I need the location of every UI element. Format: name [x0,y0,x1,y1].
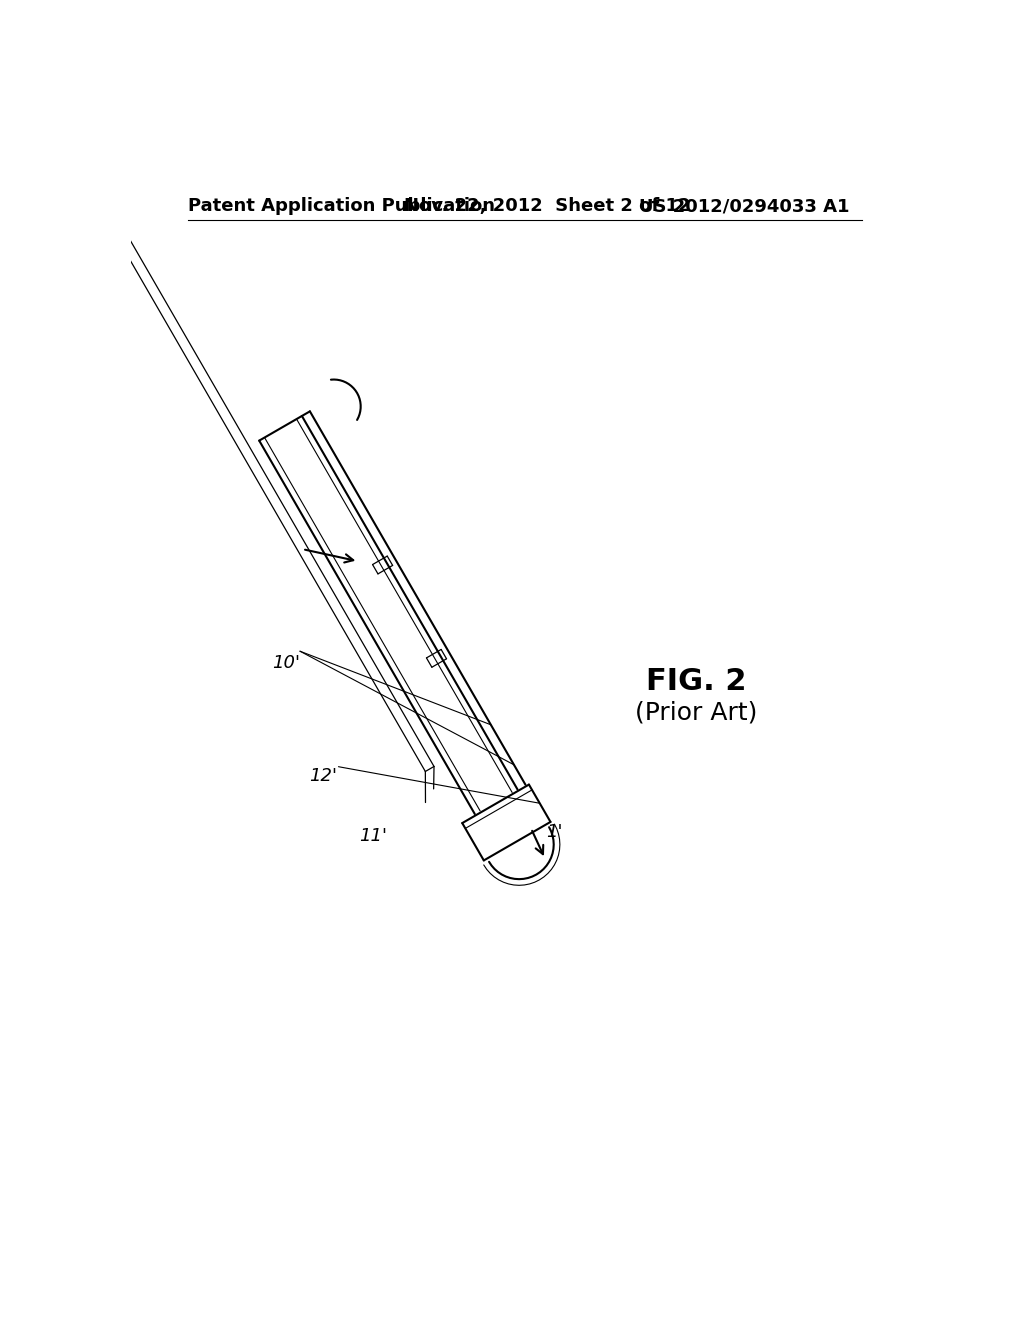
Text: US 2012/0294033 A1: US 2012/0294033 A1 [639,197,849,215]
Text: FIG. 2: FIG. 2 [646,668,746,697]
Text: 11': 11' [359,828,387,845]
Text: Patent Application Publication: Patent Application Publication [188,197,496,215]
Text: 1': 1' [547,824,563,841]
Text: 10': 10' [272,653,300,672]
Text: Nov. 22, 2012  Sheet 2 of 12: Nov. 22, 2012 Sheet 2 of 12 [403,197,690,215]
Text: (Prior Art): (Prior Art) [635,701,758,725]
Text: 12': 12' [309,767,337,785]
